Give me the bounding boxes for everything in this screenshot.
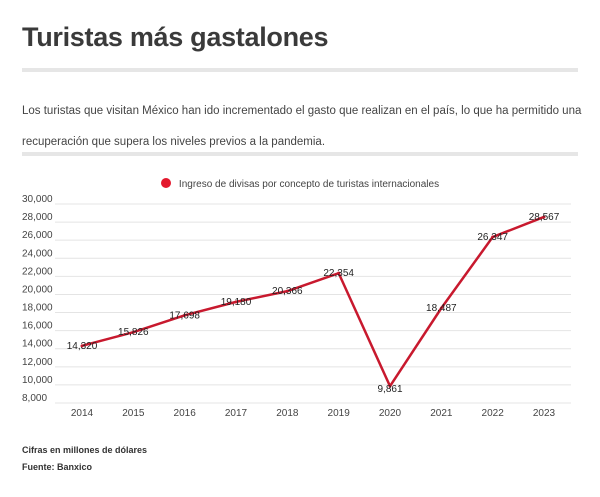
data-point — [388, 384, 392, 388]
chart-legend: Ingreso de divisas por concepto de turis… — [0, 178, 600, 190]
x-tick-label: 2019 — [328, 408, 351, 419]
data-point — [234, 300, 238, 304]
source-note: Fuente: Banxico — [22, 462, 93, 472]
x-tick-label: 2014 — [71, 408, 94, 419]
y-tick-label: 14,000 — [22, 339, 53, 350]
x-tick-label: 2017 — [225, 408, 248, 419]
data-point — [183, 313, 187, 317]
y-tick-label: 30,000 — [22, 194, 53, 205]
data-point — [80, 344, 84, 348]
divider — [22, 68, 578, 72]
page-title: Turistas más gastalones — [22, 22, 329, 52]
data-label: 15,826 — [118, 327, 149, 338]
y-tick-label: 16,000 — [22, 321, 53, 332]
x-tick-label: 2016 — [174, 408, 197, 419]
data-label: 9,861 — [377, 384, 402, 395]
data-label: 19,180 — [221, 297, 252, 308]
legend-label: Ingreso de divisas por concepto de turis… — [178, 179, 440, 190]
x-tick-label: 2022 — [482, 408, 505, 419]
data-label: 22,354 — [323, 268, 354, 279]
y-tick-label: 24,000 — [22, 248, 53, 259]
data-point — [439, 306, 443, 310]
x-tick-label: 2015 — [122, 408, 145, 419]
units-note: Cifras en millones de dólares — [22, 445, 148, 455]
y-tick-label: 20,000 — [22, 284, 53, 295]
y-tick-label: 12,000 — [22, 357, 53, 368]
data-point — [131, 330, 135, 334]
data-label: 28,567 — [529, 212, 560, 223]
x-tick-label: 2021 — [430, 408, 453, 419]
y-tick-label: 8,000 — [22, 393, 47, 404]
data-label: 17,698 — [169, 310, 200, 321]
y-tick-label: 26,000 — [22, 230, 53, 241]
data-label: 20,366 — [272, 286, 303, 297]
x-tick-label: 2020 — [379, 408, 402, 419]
divider — [22, 152, 578, 156]
data-label: 14,320 — [67, 341, 98, 352]
y-tick-label: 10,000 — [22, 375, 53, 386]
legend-marker — [160, 178, 171, 188]
data-point — [337, 271, 341, 275]
data-point — [285, 289, 289, 293]
y-tick-label: 22,000 — [22, 266, 53, 277]
data-label: 18,487 — [426, 303, 457, 314]
data-label: 26,347 — [477, 232, 508, 243]
x-tick-label: 2018 — [276, 408, 299, 419]
data-point — [491, 235, 495, 239]
y-tick-label: 18,000 — [22, 303, 53, 314]
series-line — [81, 215, 545, 389]
description: Los turistas que visitan México han ido … — [22, 105, 582, 148]
x-tick-label: 2023 — [533, 408, 556, 419]
data-point — [542, 215, 546, 219]
y-tick-label: 28,000 — [22, 212, 53, 223]
